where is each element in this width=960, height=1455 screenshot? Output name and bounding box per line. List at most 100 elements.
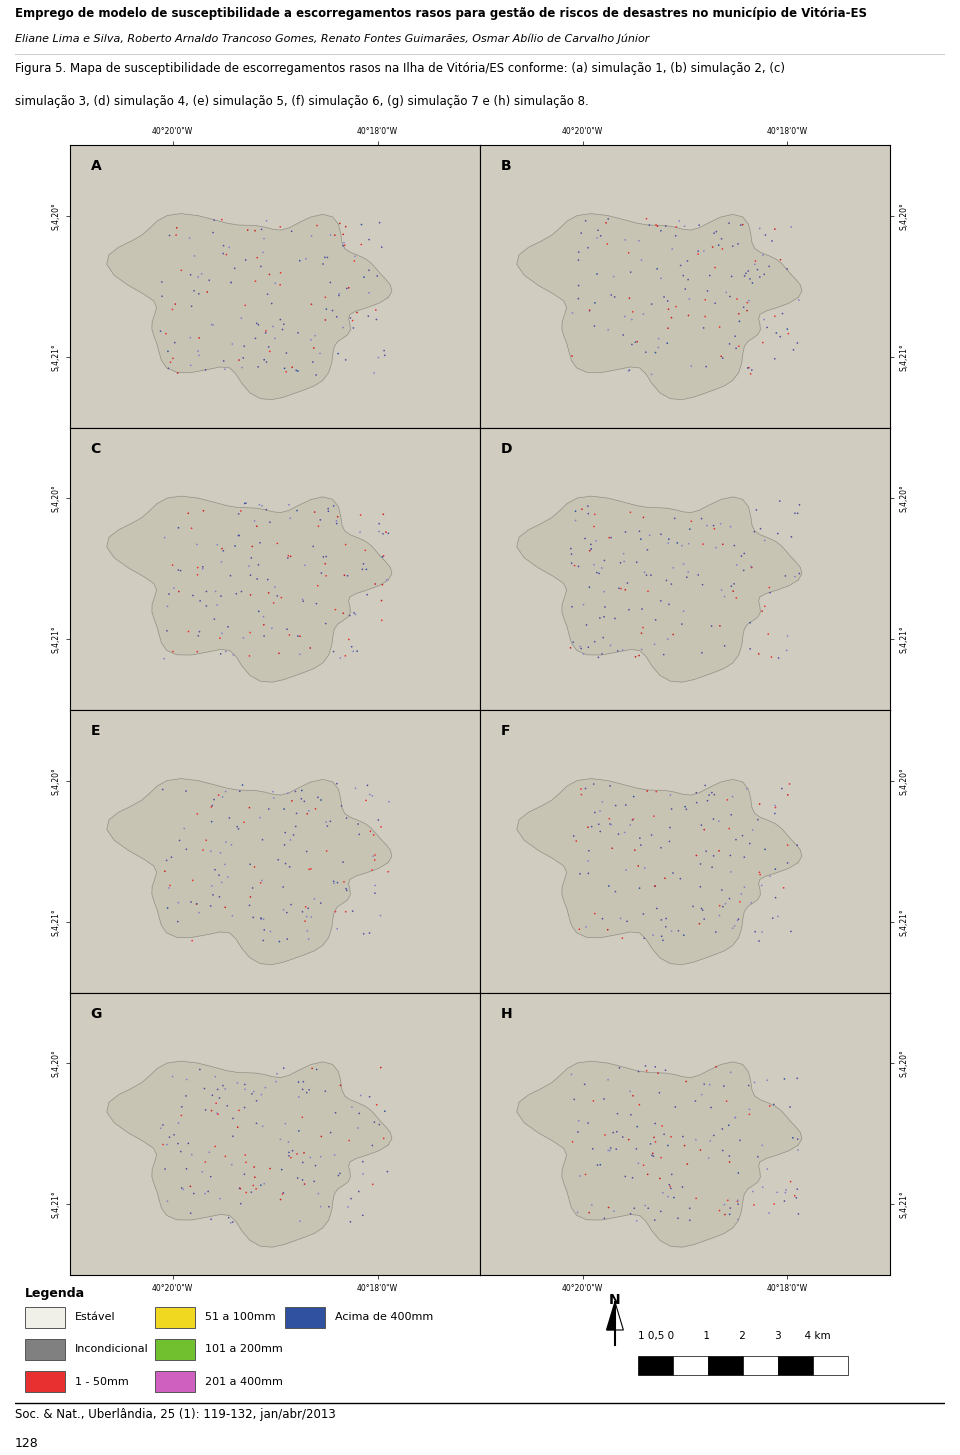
Point — [270, 531, 285, 554]
Point — [639, 538, 655, 562]
Point — [609, 1138, 624, 1161]
Point — [292, 643, 307, 666]
Point — [243, 853, 258, 876]
Point — [184, 517, 200, 540]
Point — [699, 514, 714, 537]
Point — [340, 565, 355, 588]
Point — [215, 1074, 230, 1097]
Point — [157, 525, 173, 549]
Point — [704, 1096, 719, 1119]
Point — [215, 242, 230, 265]
Point — [291, 1071, 306, 1094]
Point — [248, 220, 263, 243]
Point — [721, 211, 736, 234]
Point — [722, 1203, 737, 1227]
Point — [373, 589, 389, 613]
Point — [722, 888, 737, 911]
Point — [773, 324, 788, 348]
Point — [162, 1126, 178, 1149]
Point — [573, 637, 588, 661]
Point — [727, 572, 742, 595]
Point — [289, 1142, 304, 1165]
Point — [641, 214, 657, 237]
Point — [253, 1083, 269, 1106]
Point — [717, 1193, 732, 1216]
Point — [690, 563, 706, 586]
Point — [592, 607, 608, 630]
Point — [718, 892, 733, 915]
Point — [327, 224, 343, 247]
Point — [252, 806, 268, 829]
Point — [222, 806, 237, 829]
Point — [185, 869, 201, 892]
Point — [618, 521, 634, 544]
Point — [290, 1167, 305, 1190]
Point — [708, 1055, 724, 1078]
Point — [219, 243, 234, 266]
Point — [198, 1181, 213, 1205]
Point — [708, 921, 724, 944]
Point — [777, 1068, 792, 1091]
Point — [787, 1184, 803, 1208]
Point — [375, 522, 391, 546]
Point — [566, 1088, 582, 1112]
Point — [582, 540, 597, 563]
Point — [717, 585, 732, 608]
Point — [752, 793, 767, 816]
Bar — [285, 1307, 325, 1327]
Point — [375, 502, 391, 525]
Point — [173, 1139, 188, 1163]
Point — [208, 579, 224, 602]
Point — [244, 1083, 259, 1106]
Point — [303, 905, 319, 928]
Point — [570, 1120, 586, 1144]
Point — [695, 533, 710, 556]
Point — [277, 853, 293, 876]
Point — [723, 1061, 738, 1084]
Point — [780, 258, 795, 281]
Point — [245, 535, 260, 559]
Point — [706, 844, 721, 867]
Text: B: B — [500, 159, 511, 173]
Point — [171, 890, 186, 914]
Point — [623, 501, 638, 524]
Point — [578, 777, 593, 800]
Point — [745, 1180, 760, 1203]
Point — [286, 824, 301, 847]
Point — [213, 841, 228, 864]
Point — [291, 1119, 306, 1142]
Point — [602, 808, 617, 831]
Point — [350, 1116, 366, 1139]
Point — [754, 874, 769, 898]
Point — [780, 851, 795, 874]
Point — [694, 896, 709, 920]
Point — [376, 1126, 392, 1149]
Point — [323, 271, 338, 294]
Point — [301, 1078, 317, 1101]
Point — [227, 256, 242, 279]
Point — [273, 274, 288, 297]
Point — [680, 249, 695, 272]
Point — [767, 794, 782, 818]
Point — [233, 1192, 249, 1215]
Point — [374, 546, 390, 569]
Point — [328, 1101, 344, 1125]
Point — [631, 1059, 646, 1083]
Point — [367, 361, 382, 384]
Point — [237, 1096, 252, 1119]
Point — [564, 537, 579, 560]
Point — [168, 224, 183, 247]
Point — [631, 1152, 646, 1176]
Point — [731, 233, 746, 256]
Point — [310, 786, 325, 809]
Point — [634, 249, 649, 272]
Point — [711, 234, 727, 258]
Point — [653, 522, 668, 546]
Point — [613, 578, 629, 601]
Point — [606, 1120, 621, 1144]
Point — [249, 1177, 264, 1200]
Text: E: E — [90, 725, 100, 738]
Point — [171, 517, 186, 540]
Point — [231, 502, 247, 525]
Point — [628, 330, 643, 354]
